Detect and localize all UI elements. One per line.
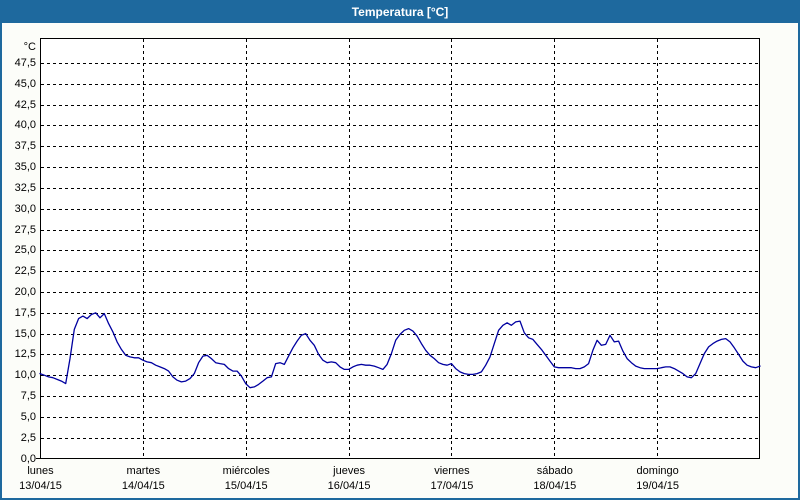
x-axis-day-label: lunes <box>27 465 54 477</box>
y-axis-unit-label: °C <box>23 41 36 53</box>
y-axis-tick-label: 7,5 <box>20 390 36 403</box>
x-axis-date-label: 15/04/15 <box>224 480 268 492</box>
x-axis-date-label: 16/04/15 <box>327 480 371 492</box>
temperature-line <box>39 312 761 389</box>
x-axis-date-label: 14/04/15 <box>121 480 165 492</box>
y-axis-tick-label: 47,5 <box>14 57 36 69</box>
y-axis-tick-label: 5,0 <box>20 410 36 423</box>
x-axis-day-label: martes <box>126 465 161 477</box>
y-axis-tick-label: 2,5 <box>20 431 36 444</box>
y-axis-tick-label: 12,5 <box>14 348 36 361</box>
x-axis-date-label: 19/04/15 <box>636 480 680 492</box>
title-bar: Temperatura [°C] <box>2 2 798 23</box>
y-axis-tick-label: 45,0 <box>14 77 36 90</box>
x-axis-date-label: 18/04/15 <box>533 480 577 492</box>
y-axis-tick-label: 10,0 <box>14 369 36 382</box>
plot-frame <box>40 38 760 459</box>
y-axis-tick-label: 20,0 <box>14 285 36 298</box>
x-axis-date-label: 17/04/15 <box>430 480 474 492</box>
y-axis-tick-label: 27,5 <box>14 223 36 236</box>
y-axis-tick-label: 30,0 <box>14 202 36 215</box>
y-axis-tick-label: 40,0 <box>14 119 36 132</box>
y-axis-tick-label: 22,5 <box>14 265 36 278</box>
x-axis-day-label: domingo <box>636 465 679 477</box>
x-axis-day-label: sábado <box>536 465 573 477</box>
y-axis-tick-label: 32,5 <box>14 181 36 194</box>
x-axis-day-label: miércoles <box>222 465 270 477</box>
y-axis-tick-label: 35,0 <box>14 161 36 174</box>
window-title: Temperatura [°C] <box>351 5 449 19</box>
y-axis-tick-label: 25,0 <box>14 244 36 257</box>
y-axis-tick-label: 15,0 <box>14 327 36 340</box>
x-axis-day-label: viernes <box>434 465 470 477</box>
y-axis-tick-label: 17,5 <box>14 306 36 319</box>
x-axis-day-label: jueves <box>333 465 365 477</box>
y-axis-tick-label: 0,0 <box>20 452 36 465</box>
x-axis-date-label: 13/04/15 <box>19 480 62 492</box>
chart-plot-area <box>36 38 761 459</box>
y-axis-tick-label: 37,5 <box>14 140 36 153</box>
y-axis-tick-label: 42,5 <box>14 98 36 111</box>
